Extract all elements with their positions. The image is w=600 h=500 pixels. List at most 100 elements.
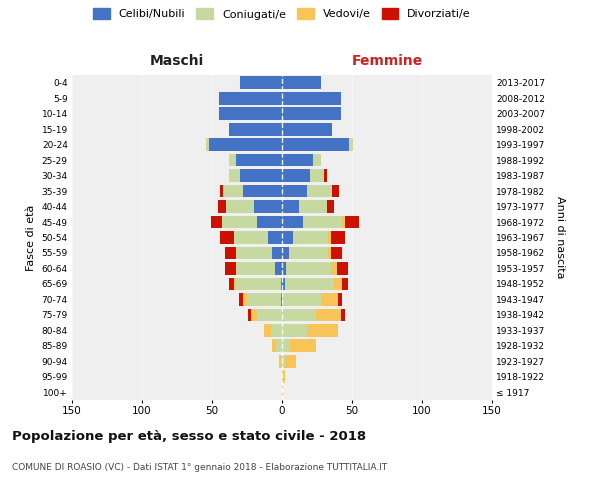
Bar [240, 169, 282, 182]
Bar [236, 246, 272, 260]
Bar [282, 154, 313, 166]
Legend: Celibi/Nubili, Coniugati/e, Vedovi/e, Divorziati/e: Celibi/Nubili, Coniugati/e, Vedovi/e, Di… [93, 8, 471, 20]
Bar [220, 231, 235, 244]
Bar [224, 246, 236, 260]
Bar [218, 200, 226, 213]
Bar [236, 262, 275, 275]
Bar [285, 355, 296, 368]
Bar [307, 324, 338, 336]
Bar [341, 308, 345, 321]
Bar [229, 154, 236, 166]
Bar [220, 184, 223, 198]
Bar [282, 246, 289, 260]
Bar [282, 76, 321, 89]
Bar [332, 184, 340, 198]
Bar [282, 169, 310, 182]
Bar [257, 308, 282, 321]
Bar [277, 340, 282, 352]
Bar [328, 231, 331, 244]
Bar [342, 278, 348, 290]
Y-axis label: Anni di nascita: Anni di nascita [555, 196, 565, 279]
Bar [219, 108, 282, 120]
Bar [226, 200, 254, 213]
Bar [271, 324, 282, 336]
Bar [224, 262, 236, 275]
Bar [222, 216, 257, 228]
Bar [275, 262, 282, 275]
Bar [257, 216, 282, 228]
Bar [282, 138, 349, 151]
Bar [243, 293, 247, 306]
Bar [236, 154, 282, 166]
Bar [251, 308, 257, 321]
Bar [282, 231, 293, 244]
Bar [248, 308, 251, 321]
Bar [211, 216, 222, 228]
Bar [229, 123, 282, 136]
Text: Femmine: Femmine [352, 54, 422, 68]
Bar [209, 138, 282, 151]
Text: COMUNE DI ROASIO (VC) - Dati ISTAT 1° gennaio 2018 - Elaborazione TUTTITALIA.IT: COMUNE DI ROASIO (VC) - Dati ISTAT 1° ge… [12, 462, 387, 471]
Bar [243, 184, 282, 198]
Bar [290, 340, 316, 352]
Bar [337, 262, 348, 275]
Bar [328, 246, 331, 260]
Bar [338, 293, 342, 306]
Bar [313, 154, 321, 166]
Bar [282, 123, 332, 136]
Bar [281, 293, 282, 306]
Bar [206, 138, 209, 151]
Bar [282, 340, 290, 352]
Text: Maschi: Maschi [150, 54, 204, 68]
Bar [303, 216, 342, 228]
Bar [281, 355, 282, 368]
Bar [229, 169, 240, 182]
Bar [316, 308, 341, 321]
Bar [247, 293, 281, 306]
Bar [282, 108, 341, 120]
Bar [307, 184, 332, 198]
Bar [282, 216, 303, 228]
Bar [282, 92, 341, 104]
Bar [334, 278, 342, 290]
Bar [223, 184, 243, 198]
Text: Popolazione per età, sesso e stato civile - 2018: Popolazione per età, sesso e stato civil… [12, 430, 366, 443]
Bar [331, 231, 345, 244]
Bar [331, 262, 337, 275]
Bar [282, 184, 307, 198]
Bar [345, 216, 359, 228]
Bar [293, 231, 328, 244]
Bar [282, 262, 286, 275]
Bar [279, 355, 281, 368]
Y-axis label: Fasce di età: Fasce di età [26, 204, 36, 270]
Bar [236, 278, 281, 290]
Bar [281, 278, 282, 290]
Bar [282, 386, 283, 398]
Bar [324, 169, 327, 182]
Bar [282, 355, 285, 368]
Bar [239, 293, 243, 306]
Bar [235, 278, 236, 290]
Bar [349, 138, 353, 151]
Bar [299, 200, 327, 213]
Bar [282, 370, 285, 383]
Bar [282, 324, 307, 336]
Bar [331, 246, 342, 260]
Bar [235, 231, 268, 244]
Bar [272, 246, 282, 260]
Bar [282, 278, 285, 290]
Bar [229, 278, 235, 290]
Bar [282, 293, 321, 306]
Bar [219, 92, 282, 104]
Bar [342, 216, 345, 228]
Bar [327, 200, 334, 213]
Bar [254, 200, 282, 213]
Bar [285, 278, 334, 290]
Bar [286, 262, 331, 275]
Bar [282, 200, 299, 213]
Bar [264, 324, 271, 336]
Bar [240, 76, 282, 89]
Bar [272, 340, 277, 352]
Bar [321, 293, 338, 306]
Bar [289, 246, 328, 260]
